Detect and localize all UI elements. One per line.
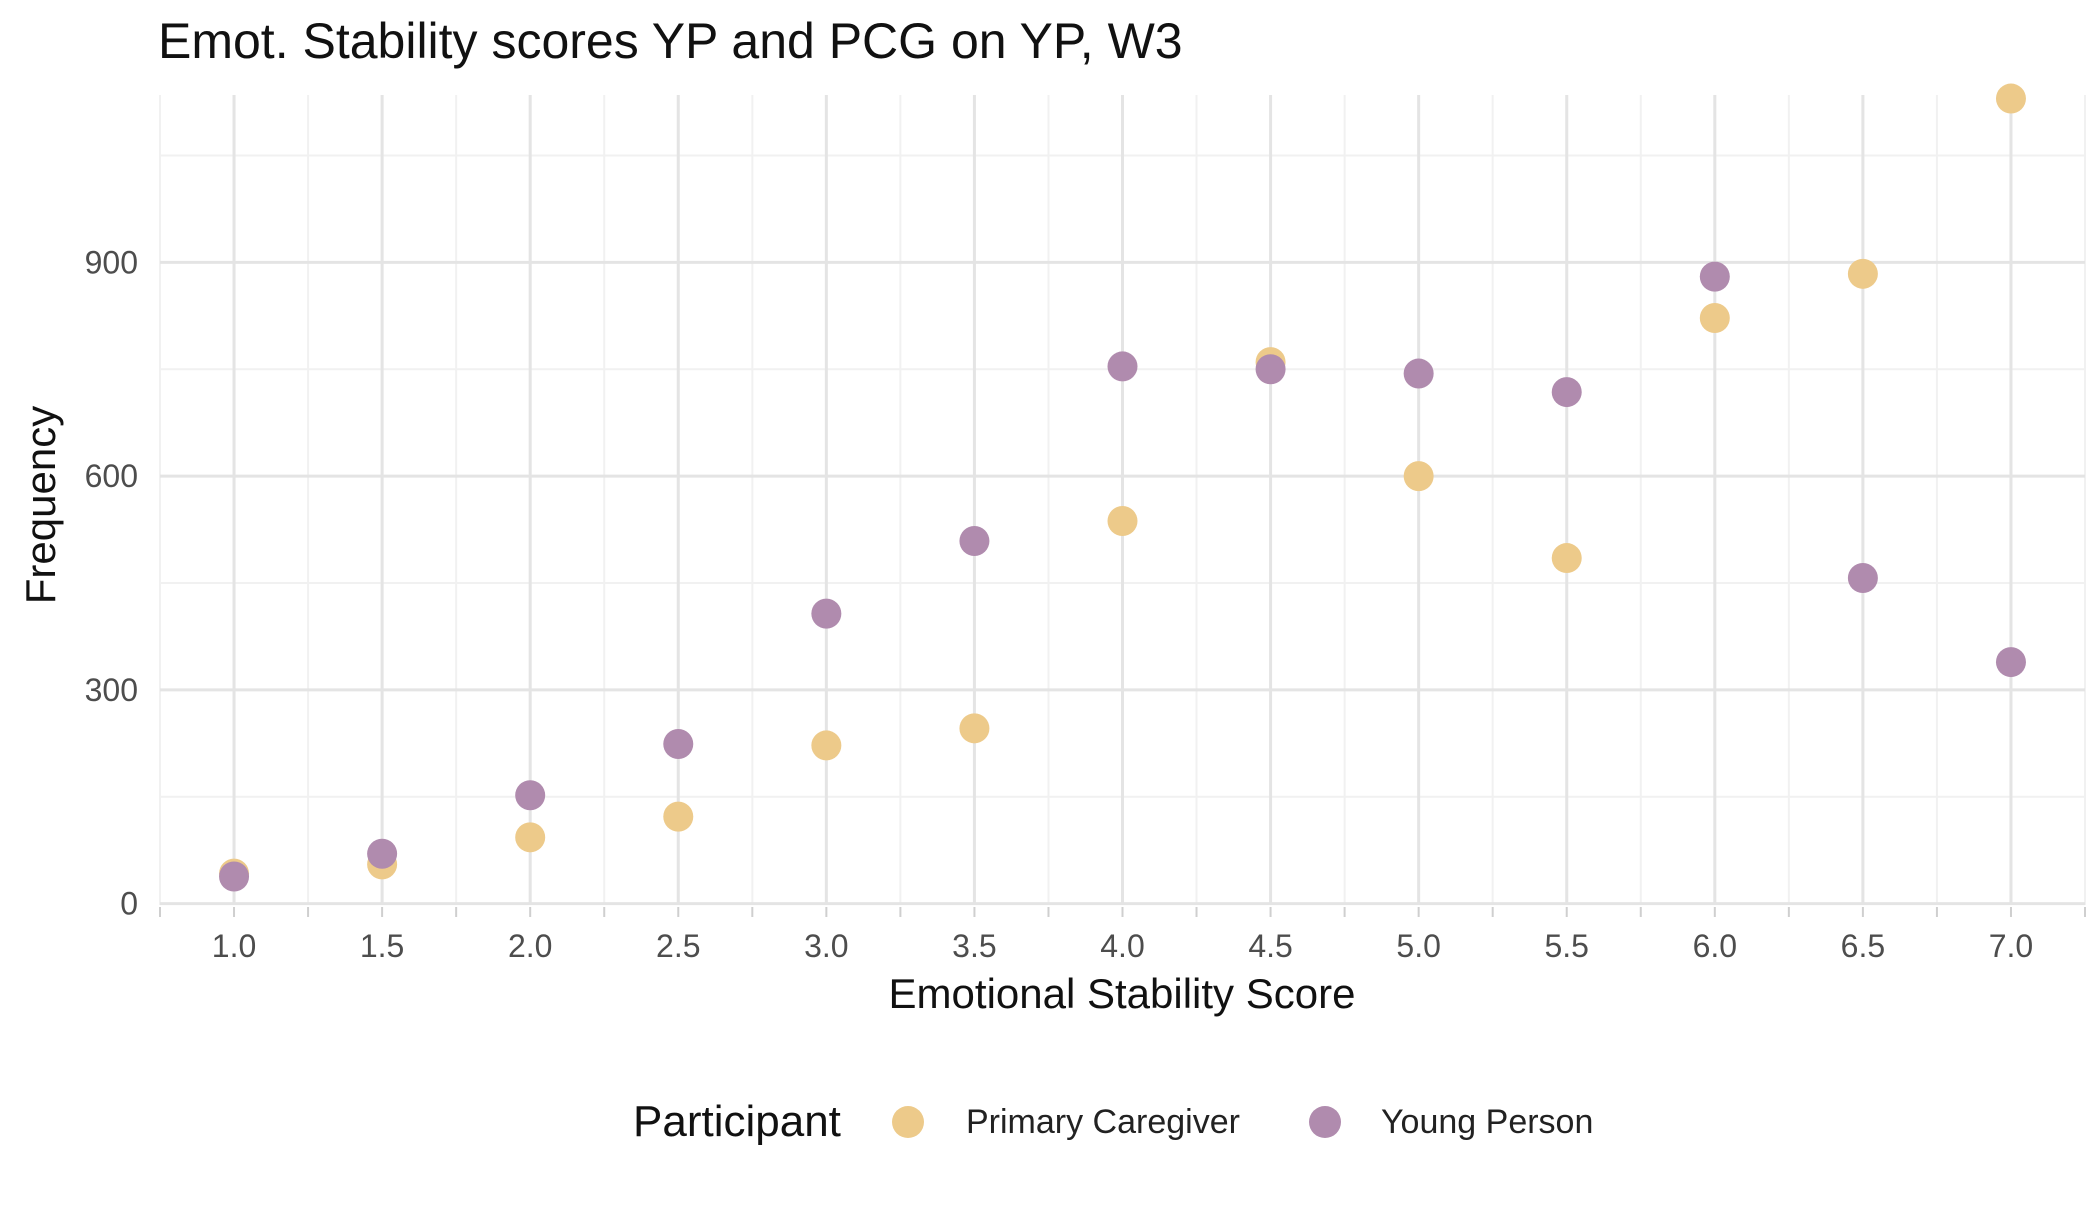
legend: Participant Primary Caregiver Young Perso… [633, 1097, 1593, 1146]
point-primary-caregiver [1551, 543, 1582, 574]
point-primary-caregiver [663, 801, 694, 832]
y-tick-label: 300 [85, 672, 138, 708]
x-tick-label: 1.5 [360, 928, 404, 964]
legend-label-young-person: Young Person [1381, 1103, 1593, 1141]
x-tick-label: 6.5 [1841, 928, 1885, 964]
point-primary-caregiver [1107, 506, 1138, 537]
x-tick-label: 5.0 [1396, 928, 1440, 964]
x-tick-label: 2.0 [508, 928, 552, 964]
point-young-person [515, 780, 546, 811]
point-young-person [1699, 261, 1730, 292]
point-young-person [1403, 358, 1434, 389]
point-young-person [663, 728, 694, 759]
x-axis-tick-labels: 1.0 1.5 2.0 2.5 3.0 3.5 4.0 4.5 5.0 5.5 6.0 6.5 7.0 [212, 928, 2033, 964]
y-tick-label: 900 [85, 244, 138, 280]
point-young-person [219, 861, 250, 892]
point-young-person [1107, 351, 1138, 382]
point-primary-caregiver [1995, 83, 2026, 114]
data-points [219, 83, 2026, 892]
major-gridlines [160, 95, 2085, 906]
x-axis-ticks [159, 907, 2086, 917]
x-tick-label: 1.0 [212, 928, 256, 964]
legend-swatch-young-person [1309, 1106, 1341, 1138]
y-tick-label: 600 [85, 458, 138, 494]
x-tick-label: 7.0 [1989, 928, 2033, 964]
legend-items: Primary Caregiver Young Person [892, 1103, 1593, 1141]
y-tick-label: 0 [120, 886, 138, 922]
legend-label-primary-caregiver: Primary Caregiver [966, 1103, 1240, 1141]
x-tick-label: 4.5 [1248, 928, 1292, 964]
x-axis-label: Emotional Stability Score [889, 970, 1356, 1017]
point-young-person [811, 598, 842, 629]
point-primary-caregiver [1403, 461, 1434, 492]
point-primary-caregiver [515, 822, 546, 853]
x-tick-label: 3.5 [952, 928, 996, 964]
point-primary-caregiver [1847, 258, 1878, 289]
x-tick-label: 5.5 [1544, 928, 1588, 964]
point-primary-caregiver [811, 730, 842, 761]
x-tick-label: 2.5 [656, 928, 700, 964]
legend-title: Participant [633, 1097, 841, 1146]
point-young-person [959, 525, 990, 556]
y-axis-tick-labels: 0 300 600 900 [85, 244, 138, 921]
x-tick-label: 6.0 [1693, 928, 1737, 964]
legend-swatch-primary-caregiver [892, 1106, 924, 1138]
point-young-person [1847, 563, 1878, 594]
point-young-person [1995, 647, 2026, 678]
point-young-person [1551, 377, 1582, 408]
chart-title: Emot. Stability scores YP and PCG on YP,… [158, 13, 1183, 69]
point-young-person [1255, 354, 1286, 385]
x-tick-label: 3.0 [804, 928, 848, 964]
x-tick-label: 4.0 [1100, 928, 1144, 964]
point-primary-caregiver [959, 713, 990, 744]
point-primary-caregiver [1699, 302, 1730, 333]
point-young-person [367, 838, 398, 869]
y-axis-label: Frequency [17, 406, 64, 604]
